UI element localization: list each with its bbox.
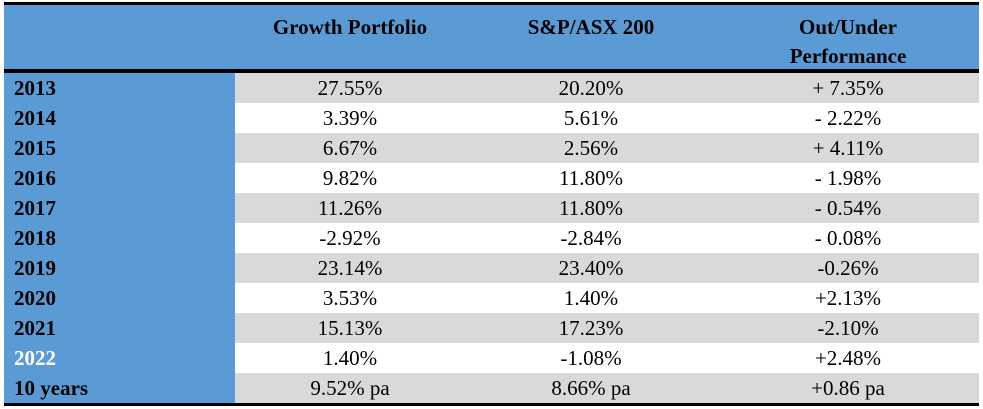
row-label: 2017 (4, 193, 235, 223)
sp-asx-200-value: 2.56% (465, 133, 717, 163)
row-label: 2020 (4, 283, 235, 313)
sp-asx-200-value: -2.84% (465, 223, 717, 253)
growth-portfolio-value: 27.55% (235, 73, 465, 103)
out-under-performance-value: - 2.22% (717, 103, 979, 133)
sp-asx-200-value: 23.40% (465, 253, 717, 283)
out-under-performance-value: +0.86 pa (717, 373, 979, 403)
sp-asx-200-value: 11.80% (465, 163, 717, 193)
header-empty-cell (4, 5, 235, 69)
row-label: 2015 (4, 133, 235, 163)
table-header: Growth Portfolio S&P/ASX 200 Out/Under P… (4, 5, 979, 73)
growth-portfolio-value: 3.53% (235, 283, 465, 313)
sp-asx-200-value: -1.08% (465, 343, 717, 373)
growth-portfolio-value: 15.13% (235, 313, 465, 343)
header-sp-asx-200: S&P/ASX 200 (527, 15, 655, 39)
out-under-performance-value: -2.10% (717, 313, 979, 343)
out-under-performance-value: + 7.35% (717, 73, 979, 103)
out-under-performance-value: +2.48% (717, 343, 979, 373)
sp-asx-200-value: 1.40% (465, 283, 717, 313)
growth-portfolio-value: 3.39% (235, 103, 465, 133)
row-label: 2014 (4, 103, 235, 133)
table-row: 2014 3.39% 5.61% - 2.22% (4, 103, 979, 133)
row-label: 2021 (4, 313, 235, 343)
out-under-performance-value: - 0.08% (717, 223, 979, 253)
out-under-performance-value: + 4.11% (717, 133, 979, 163)
row-label: 10 years (4, 373, 235, 403)
row-label: 2022 (4, 343, 235, 373)
row-label: 2013 (4, 73, 235, 103)
row-label: 2016 (4, 163, 235, 193)
row-label: 2019 (4, 253, 235, 283)
table-row: 2015 6.67% 2.56% + 4.11% (4, 133, 979, 163)
table-row: 2022 1.40% -1.08% +2.48% (4, 343, 979, 373)
sp-asx-200-value: 8.66% pa (465, 373, 717, 403)
row-label: 2018 (4, 223, 235, 253)
table-row: 2021 15.13% 17.23% -2.10% (4, 313, 979, 343)
table-row: 2019 23.14% 23.40% -0.26% (4, 253, 979, 283)
sp-asx-200-value: 5.61% (465, 103, 717, 133)
header-out-under-performance: Out/Under Performance (717, 5, 979, 69)
growth-portfolio-value: 9.82% (235, 163, 465, 193)
growth-portfolio-value: 6.67% (235, 133, 465, 163)
table-row: 2017 11.26% 11.80% - 0.54% (4, 193, 979, 223)
growth-portfolio-value: 1.40% (235, 343, 465, 373)
header-line-1: Out/Under (798, 15, 897, 39)
growth-portfolio-value: 11.26% (235, 193, 465, 223)
table-row: 2020 3.53% 1.40% +2.13% (4, 283, 979, 313)
table-body: 2013 27.55% 20.20% + 7.35% 2014 3.39% 5.61% - 2… (4, 73, 979, 403)
growth-portfolio-value: 9.52% pa (235, 373, 465, 403)
growth-portfolio-value: -2.92% (235, 223, 465, 253)
growth-portfolio-value: 23.14% (235, 253, 465, 283)
out-under-performance-value: -0.26% (717, 253, 979, 283)
table-row: 2016 9.82% 11.80% - 1.98% (4, 163, 979, 193)
sp-asx-200-value: 11.80% (465, 193, 717, 223)
out-under-performance-value: - 0.54% (717, 193, 979, 223)
sp-asx-200-value: 20.20% (465, 73, 717, 103)
table-row: 10 years 9.52% pa 8.66% pa +0.86 pa (4, 373, 979, 403)
out-under-performance-value: +2.13% (717, 283, 979, 313)
header-growth-portfolio: Growth Portfolio (272, 15, 428, 39)
header-line-2: Performance (789, 44, 907, 68)
table-row: 2018 -2.92% -2.84% - 0.08% (4, 223, 979, 253)
sp-asx-200-value: 17.23% (465, 313, 717, 343)
performance-table: Growth Portfolio S&P/ASX 200 Out/Under P… (4, 2, 979, 406)
out-under-performance-value: - 1.98% (717, 163, 979, 193)
table-row: 2013 27.55% 20.20% + 7.35% (4, 73, 979, 103)
